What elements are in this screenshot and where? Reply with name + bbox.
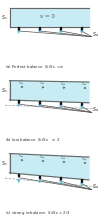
Text: (c) strong imbalance  $S_c/S_a$ = 2/3: (c) strong imbalance $S_c/S_a$ = 2/3 [5,209,71,217]
Text: $S_a$: $S_a$ [92,182,99,191]
Bar [18,27,19,30]
Text: V→: V→ [82,82,87,86]
Bar [18,174,19,176]
Text: $S_c$: $S_c$ [1,159,8,168]
Bar [18,100,19,103]
Text: V→: V→ [82,157,87,161]
Polygon shape [10,154,89,180]
Text: (a) Perfect balance  $S_c/S_a$  =∞: (a) Perfect balance $S_c/S_a$ =∞ [5,64,64,71]
Bar [81,102,82,105]
Text: v = 0: v = 0 [40,14,55,19]
Text: (b) low balance  $S_c/S_a$    ≈ 2: (b) low balance $S_c/S_a$ ≈ 2 [5,136,60,144]
Polygon shape [10,81,89,103]
Bar [39,176,40,178]
Polygon shape [10,8,89,27]
Text: V→: V→ [40,155,45,159]
Text: V→: V→ [61,81,66,86]
Bar [60,177,61,180]
Text: $S_a$: $S_a$ [92,30,99,39]
Text: $S_c$: $S_c$ [1,86,8,95]
Bar [39,101,40,104]
Text: V→: V→ [40,81,45,85]
Text: $S_c$: $S_c$ [1,13,8,22]
Text: V→: V→ [19,81,24,85]
Bar [81,179,82,182]
Bar [60,102,61,104]
Text: $S_a$: $S_a$ [92,105,99,114]
Bar [81,27,82,30]
Text: V→: V→ [19,154,24,158]
Bar [60,27,61,30]
Bar [39,27,40,30]
Text: V→: V→ [61,156,66,160]
